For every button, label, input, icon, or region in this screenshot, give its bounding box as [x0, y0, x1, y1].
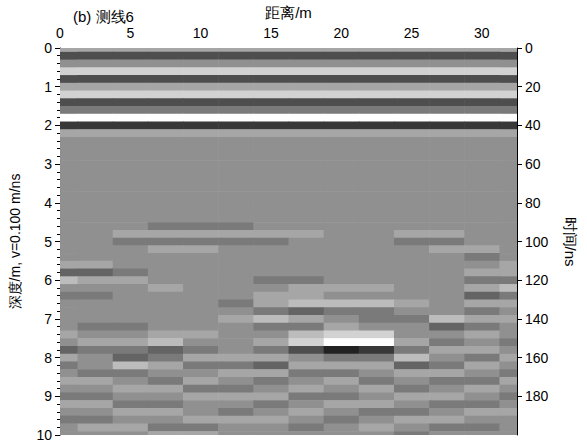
- svg-text:5: 5: [126, 25, 134, 41]
- svg-text:距离/m: 距离/m: [265, 4, 312, 21]
- svg-text:40: 40: [525, 117, 541, 133]
- svg-text:1: 1: [44, 79, 52, 95]
- svg-text:深度/m, v=0.100 m/ns: 深度/m, v=0.100 m/ns: [7, 174, 23, 310]
- svg-text:100: 100: [525, 234, 549, 250]
- svg-text:140: 140: [525, 311, 549, 327]
- svg-text:30: 30: [474, 25, 490, 41]
- svg-text:(b) 测线6: (b) 测线6: [73, 8, 134, 25]
- svg-text:0: 0: [44, 40, 52, 56]
- svg-text:180: 180: [525, 388, 549, 404]
- svg-text:10: 10: [193, 25, 209, 41]
- svg-text:10: 10: [36, 427, 52, 443]
- svg-text:20: 20: [333, 25, 349, 41]
- svg-text:时间/ns: 时间/ns: [562, 216, 579, 266]
- svg-text:8: 8: [44, 350, 52, 366]
- svg-text:25: 25: [404, 25, 420, 41]
- svg-text:120: 120: [525, 272, 549, 288]
- svg-text:60: 60: [525, 156, 541, 172]
- svg-text:9: 9: [44, 388, 52, 404]
- svg-text:5: 5: [44, 234, 52, 250]
- svg-text:3: 3: [44, 156, 52, 172]
- svg-text:2: 2: [44, 117, 52, 133]
- svg-text:6: 6: [44, 272, 52, 288]
- svg-text:160: 160: [525, 350, 549, 366]
- svg-text:0: 0: [56, 25, 64, 41]
- svg-text:80: 80: [525, 195, 541, 211]
- svg-text:7: 7: [44, 311, 52, 327]
- svg-text:0: 0: [525, 40, 533, 56]
- svg-text:15: 15: [263, 25, 279, 41]
- svg-text:4: 4: [44, 195, 52, 211]
- svg-text:20: 20: [525, 79, 541, 95]
